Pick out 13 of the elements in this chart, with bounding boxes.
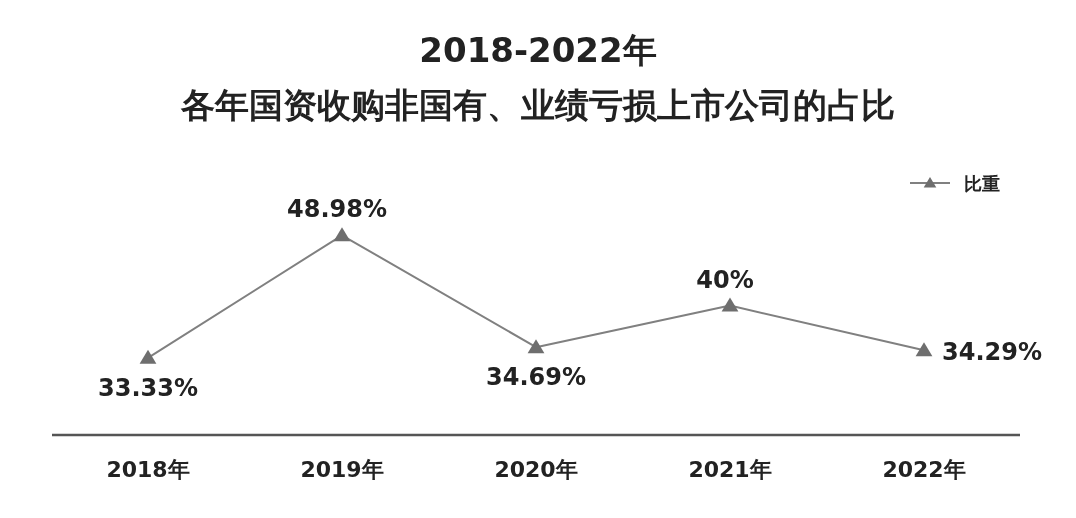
data-label: 34.69% (486, 363, 586, 392)
subtitle: 各年国资收购非国有、业绩亏损上市公司的占比 (181, 85, 895, 125)
x-tick: 2018年 (106, 457, 190, 482)
data-label: 40% (696, 265, 754, 294)
data-label: 34.29% (942, 338, 1042, 367)
x-tick: 2020年 (494, 457, 578, 482)
x-tick: 2022年 (882, 457, 966, 482)
data-label: 48.98% (287, 195, 387, 224)
title: 2018-2022年 (419, 30, 657, 70)
legend-text: 比重 (964, 173, 1000, 194)
x-tick: 2021年 (688, 457, 772, 482)
data-label: 33.33% (98, 373, 198, 402)
x-tick: 2019年 (300, 457, 384, 482)
